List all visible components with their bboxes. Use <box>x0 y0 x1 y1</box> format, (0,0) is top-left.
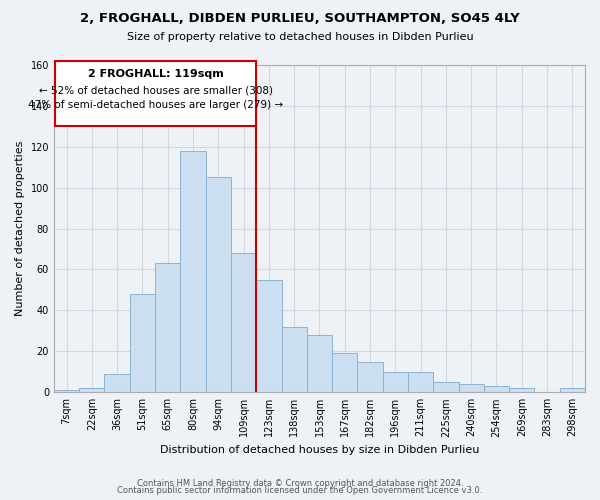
Bar <box>231 253 256 392</box>
Text: Size of property relative to detached houses in Dibden Purlieu: Size of property relative to detached ho… <box>127 32 473 42</box>
FancyBboxPatch shape <box>55 60 256 126</box>
Text: 2, FROGHALL, DIBDEN PURLIEU, SOUTHAMPTON, SO45 4LY: 2, FROGHALL, DIBDEN PURLIEU, SOUTHAMPTON… <box>80 12 520 26</box>
Bar <box>281 327 307 392</box>
Text: 2 FROGHALL: 119sqm: 2 FROGHALL: 119sqm <box>88 69 224 79</box>
Text: Contains public sector information licensed under the Open Government Licence v3: Contains public sector information licen… <box>118 486 482 495</box>
Bar <box>130 294 155 392</box>
Bar <box>79 388 104 392</box>
Bar <box>509 388 535 392</box>
Bar <box>206 178 231 392</box>
X-axis label: Distribution of detached houses by size in Dibden Purlieu: Distribution of detached houses by size … <box>160 445 479 455</box>
Bar <box>332 354 358 393</box>
Text: ← 52% of detached houses are smaller (308): ← 52% of detached houses are smaller (30… <box>39 86 273 96</box>
Bar <box>307 335 332 392</box>
Bar <box>408 372 433 392</box>
Bar <box>433 382 458 392</box>
Text: Contains HM Land Registry data © Crown copyright and database right 2024.: Contains HM Land Registry data © Crown c… <box>137 478 463 488</box>
Bar <box>458 384 484 392</box>
Bar <box>104 374 130 392</box>
Bar <box>358 362 383 392</box>
Bar <box>383 372 408 392</box>
Bar <box>484 386 509 392</box>
Y-axis label: Number of detached properties: Number of detached properties <box>15 141 25 316</box>
Bar <box>256 280 281 392</box>
Bar <box>155 264 181 392</box>
Bar <box>181 151 206 392</box>
Bar <box>560 388 585 392</box>
Bar <box>54 390 79 392</box>
Text: 47% of semi-detached houses are larger (279) →: 47% of semi-detached houses are larger (… <box>28 100 283 110</box>
